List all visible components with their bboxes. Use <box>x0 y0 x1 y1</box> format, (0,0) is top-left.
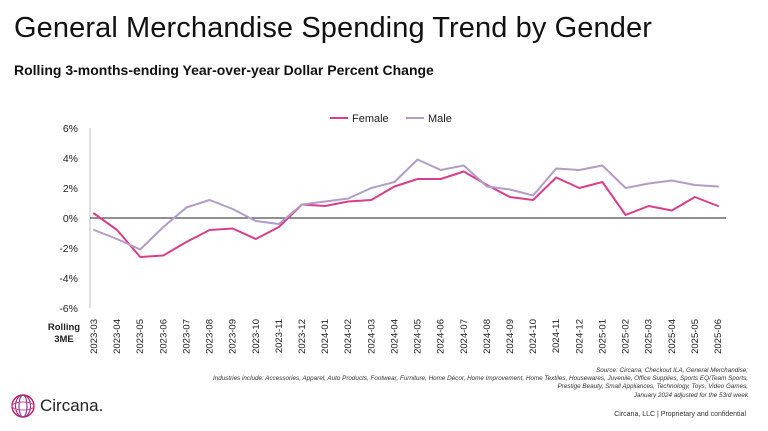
x-tick-label: 2025-02 <box>621 319 632 354</box>
x-tick-label: 2023-09 <box>228 319 239 354</box>
x-tick-label: 2024-09 <box>505 319 516 354</box>
y-tick-label: -6% <box>59 303 78 315</box>
x-tick-label: 2025-03 <box>644 319 655 354</box>
x-tick-label: 2023-07 <box>181 319 192 354</box>
source-line: Industries include: Accessories, Apparel… <box>212 375 748 383</box>
x-tick-label: 2025-01 <box>597 319 608 354</box>
page-title: General Merchandise Spending Trend by Ge… <box>14 12 652 44</box>
y-tick-label: 4% <box>63 153 78 165</box>
x-tick-label: 2024-06 <box>436 319 447 354</box>
x-tick-label: 2024-05 <box>413 319 424 354</box>
x-tick-label: 2024-07 <box>459 319 470 354</box>
x-tick-label: 2024-11 <box>551 319 562 353</box>
legend-label: Male <box>428 113 452 125</box>
y-tick-label: -2% <box>59 243 78 255</box>
x-axis-label: 3ME <box>54 334 74 345</box>
line-chart: 6% 4% 2% 0% -2% -4% -6% 2023-03 2023-04 2023-05 20… <box>48 113 726 354</box>
x-tick-label: 2024-04 <box>389 319 400 354</box>
x-tick-label: 2023-08 <box>205 319 216 354</box>
x-tick-label: 2023-11 <box>274 319 285 353</box>
x-tick-label: 2023-03 <box>89 319 100 354</box>
series-line-female <box>93 170 719 258</box>
page-subtitle: Rolling 3-months-ending Year-over-year D… <box>14 62 434 78</box>
x-tick-label: 2024-12 <box>574 319 585 354</box>
x-tick-label: 2025-05 <box>690 319 701 354</box>
series-line-male <box>93 158 719 251</box>
brand-name: Circana. <box>40 396 104 415</box>
y-tick-label: -4% <box>59 273 78 285</box>
x-tick-label: 2024-01 <box>320 319 331 354</box>
x-tick-label: 2023-12 <box>297 319 308 354</box>
x-axis-label: Rolling <box>48 322 80 333</box>
x-tick-label: 2024-10 <box>528 319 539 354</box>
x-tick-label: 2025-04 <box>667 319 678 354</box>
legend-label: Female <box>352 113 389 125</box>
source-line: January 2024 adjusted for the 53rd week <box>633 391 748 399</box>
circana-logo: Circana. <box>10 393 103 419</box>
y-tick-label: 6% <box>63 123 78 135</box>
x-tick-label: 2023-05 <box>135 319 146 354</box>
x-tick-label: 2023-06 <box>158 319 169 354</box>
footer-confidential: Circana, LLC | Proprietary and confident… <box>614 411 746 418</box>
y-tick-label: 2% <box>63 183 78 195</box>
y-tick-label: 0% <box>63 213 78 225</box>
x-tick-label: 2024-02 <box>343 319 354 354</box>
source-note: Source: Circana, Checkout ILA, General M… <box>128 367 748 400</box>
circana-sphere-icon <box>11 394 35 418</box>
x-tick-label: 2023-10 <box>251 319 262 354</box>
x-tick-label: 2024-08 <box>482 319 493 354</box>
source-line: Source: Circana, Checkout ILA, General M… <box>596 367 748 374</box>
x-tick-label: 2024-03 <box>366 319 377 354</box>
x-tick-label: 2025-06 <box>713 319 724 354</box>
x-tick-label: 2023-04 <box>112 319 123 354</box>
source-line: Prestige Beauty, Small Appliances, Techn… <box>557 383 748 391</box>
